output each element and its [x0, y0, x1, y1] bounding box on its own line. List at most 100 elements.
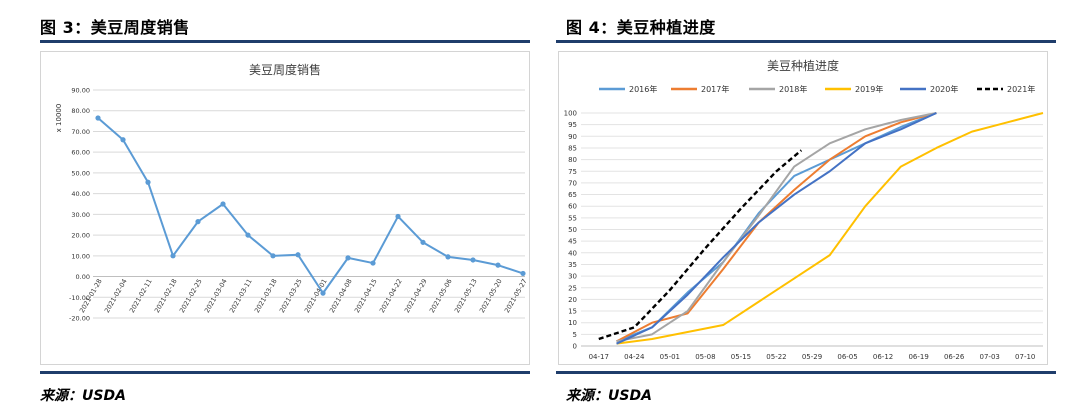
sales-data-point — [220, 201, 226, 207]
sales-data-point — [445, 254, 451, 260]
y-tick-label: 70 — [568, 179, 577, 187]
sales-data-point — [295, 252, 301, 258]
y-tick-label: 30.00 — [71, 211, 90, 219]
sales-data-point — [420, 239, 426, 245]
y-tick-label: 40 — [568, 249, 577, 257]
y-tick-label: -10.00 — [69, 294, 90, 302]
right-source-note: 来源：USDA — [566, 388, 652, 404]
y-tick-label: 15 — [568, 308, 577, 316]
y-tick-label: 90 — [568, 133, 577, 141]
x-tick-label: 05-08 — [695, 353, 715, 361]
left-figure-title: 图 3：美豆周度销售 — [40, 18, 190, 37]
sales-data-point — [470, 257, 476, 263]
x-tick-label: 2021-03-25 — [278, 278, 304, 315]
x-tick-label: 05-01 — [660, 353, 680, 361]
y-tick-label: 100 — [564, 110, 577, 118]
x-tick-label: 04-17 — [589, 353, 609, 361]
x-tick-label: 06-26 — [944, 353, 965, 361]
series-line — [616, 112, 937, 343]
sales-data-point — [245, 232, 251, 238]
x-tick-label: 07-03 — [980, 353, 1000, 361]
x-tick-label: 05-29 — [802, 353, 822, 361]
y-tick-label: 40.00 — [71, 190, 90, 198]
x-tick-label: 2021-02-11 — [128, 278, 154, 315]
y-tick-label: 0 — [573, 343, 577, 351]
x-tick-label: 2021-05-13 — [453, 278, 479, 315]
y-tick-label: 20.00 — [71, 232, 90, 240]
sales-series-line — [97, 117, 524, 295]
right-footer-rule — [556, 371, 1056, 374]
chart-title: 美豆周度销售 — [249, 62, 321, 77]
series-line — [616, 112, 937, 345]
legend-label: 2019年 — [855, 84, 883, 94]
x-tick-label: 2021-04-22 — [378, 278, 404, 315]
sales-data-point — [495, 262, 501, 268]
x-tick-label: 04-24 — [624, 353, 645, 361]
series-line — [616, 112, 1044, 345]
x-tick-label: 05-22 — [766, 353, 786, 361]
sales-data-point — [395, 213, 401, 220]
y-tick-label: 45 — [568, 238, 577, 246]
x-tick-label: 05-15 — [731, 353, 751, 361]
y-tick-label: 50 — [568, 226, 577, 234]
y-tick-label: 25 — [568, 284, 577, 292]
x-tick-label: 2021-04-08 — [328, 278, 354, 315]
y-tick-label: 65 — [568, 191, 577, 199]
y-tick-label: 90.00 — [71, 87, 90, 95]
legend-label: 2018年 — [779, 84, 807, 94]
sales-data-point — [170, 253, 176, 259]
legend-label: 2020年 — [930, 84, 958, 94]
left-source-note: 来源：USDA — [40, 388, 126, 404]
planting-progress-chart: 美豆种植进度 0 5 10 15 20 25 30 35 40 45 50 55 60 65 70 75 80 85… — [564, 58, 1044, 361]
x-tick-label: 06-12 — [873, 353, 893, 361]
x-tick-label: 2021-03-11 — [228, 278, 254, 315]
x-tick-label: 2021-03-18 — [253, 278, 279, 315]
y-tick-label: 10.00 — [71, 252, 90, 260]
sales-data-point — [195, 219, 201, 225]
x-tick-label: 06-05 — [837, 353, 857, 361]
series-line — [616, 112, 937, 343]
y-tick-label: 20 — [568, 296, 577, 304]
series-line — [598, 149, 803, 341]
sales-data-point — [345, 255, 351, 261]
sales-data-point — [520, 270, 526, 277]
y-tick-label: 75 — [568, 168, 577, 176]
y-tick-label: 80 — [568, 156, 577, 164]
right-figure-title: 图 4：美豆种植进度 — [566, 18, 716, 37]
y-tick-label: 85 — [568, 144, 577, 152]
sales-data-point — [320, 290, 326, 296]
x-tick-label: 2021-05-27 — [503, 278, 529, 315]
right-header-rule — [556, 40, 1056, 43]
legend-label: 2021年 — [1007, 84, 1035, 94]
legend-label: 2017年 — [701, 84, 729, 94]
sales-data-point — [270, 253, 276, 259]
y-tick-label: 70.00 — [71, 128, 90, 136]
x-tick-label: 07-10 — [1015, 353, 1035, 361]
x-tick-label: 06-19 — [908, 353, 928, 361]
planting-progress-chart-panel: 美豆种植进度 0 5 10 15 20 25 30 35 40 45 50 55 60 65 70 75 80 85… — [558, 51, 1048, 365]
x-tick-label: 2021-03-04 — [203, 278, 229, 315]
x-tick-label: 2021-02-04 — [103, 278, 129, 315]
x-tick-label: 2021-05-20 — [478, 278, 504, 315]
legend-label: 2016年 — [629, 84, 657, 94]
weekly-sales-chart: 美豆周度销售 x 10000 -20.00 -10.00 0.00 10.00 20.00 3… — [55, 62, 529, 323]
y-tick-label: 95 — [568, 121, 577, 129]
y-tick-label: 5 — [573, 331, 577, 339]
y-tick-label: 55 — [568, 214, 577, 222]
left-header-rule — [40, 40, 530, 43]
sales-data-point — [145, 179, 151, 185]
y-tick-label: 30 — [568, 273, 577, 281]
sales-data-point — [120, 137, 126, 143]
y-tick-label: 0.00 — [76, 273, 90, 281]
weekly-sales-chart-panel: 美豆周度销售 x 10000 -20.00 -10.00 0.00 10.00 20.00 3… — [40, 51, 530, 365]
x-tick-label: 2021-05-06 — [428, 278, 454, 315]
sales-data-point — [370, 260, 376, 266]
y-tick-label: 80.00 — [71, 107, 90, 115]
y-tick-label: 35 — [568, 261, 577, 269]
y-tick-label: -20.00 — [69, 315, 90, 323]
series-line — [616, 112, 937, 343]
left-footer-rule — [40, 371, 530, 374]
x-tick-label: 2021-04-29 — [403, 278, 429, 315]
sales-data-point — [95, 115, 101, 121]
y-tick-label: 60 — [568, 203, 577, 211]
